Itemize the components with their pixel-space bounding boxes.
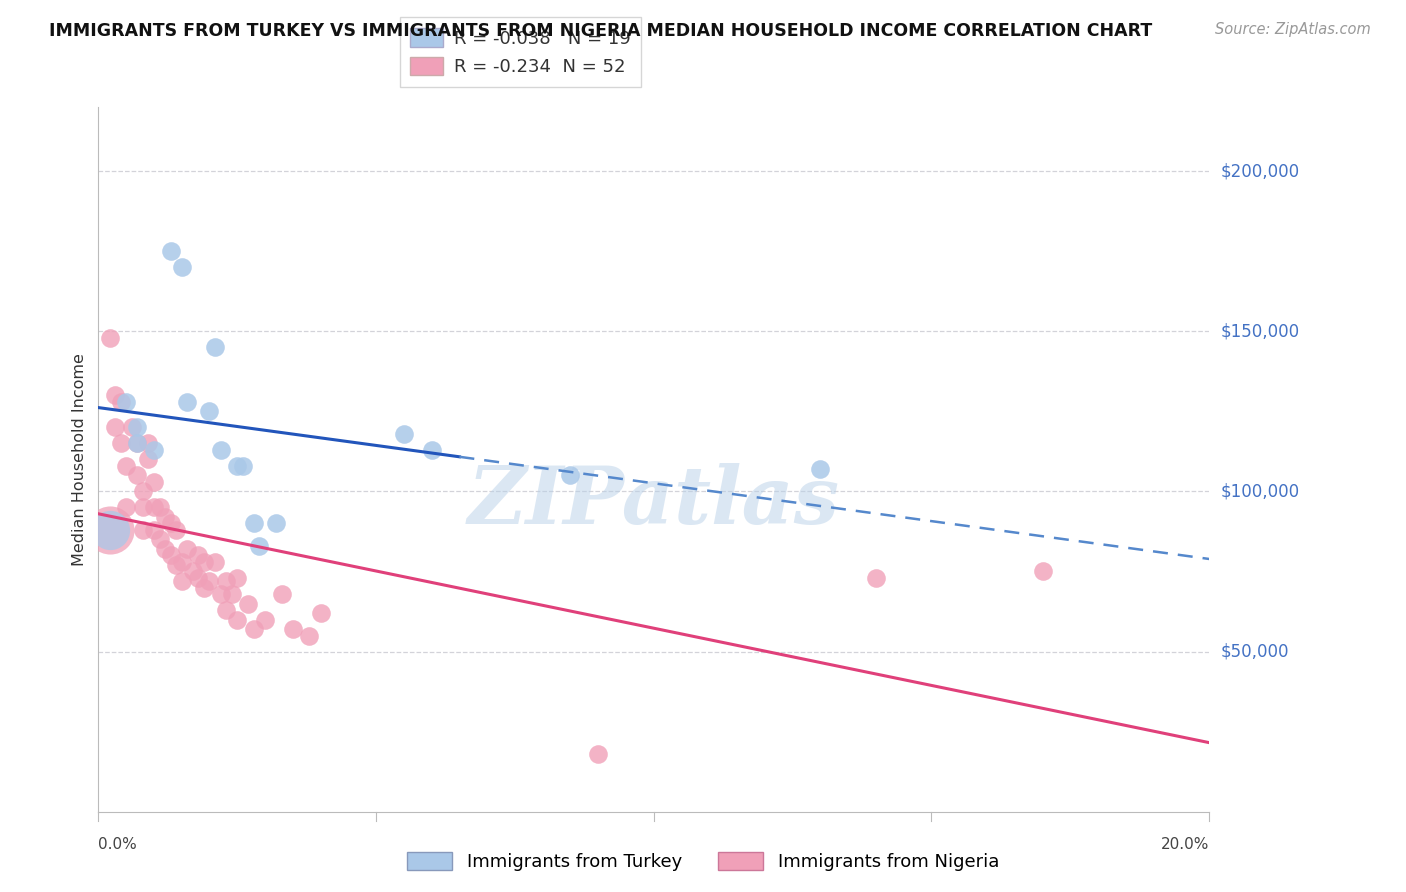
Point (110, 394, 132, 409)
Point (198, 404, 221, 418)
Point (170, 574, 193, 588)
Point (243, 516, 266, 531)
Point (115, 500, 138, 515)
Point (298, 628, 321, 642)
Text: 0.0%: 0.0% (98, 837, 138, 852)
Point (98, 331, 121, 345)
Point (170, 555, 193, 569)
Point (187, 571, 209, 585)
Point (204, 555, 226, 569)
Point (143, 523, 166, 537)
Point (865, 571, 887, 585)
Point (270, 587, 292, 601)
Point (110, 436, 132, 450)
Point (198, 574, 221, 588)
Y-axis label: Median Household Income: Median Household Income (72, 353, 87, 566)
Text: ZIPatlas: ZIPatlas (468, 463, 839, 541)
Point (420, 442, 443, 457)
Point (226, 458, 249, 473)
Point (115, 458, 138, 473)
Point (143, 475, 166, 489)
Point (159, 549, 181, 563)
Point (159, 244, 181, 259)
Point (810, 462, 832, 476)
Point (132, 500, 155, 515)
Point (127, 468, 149, 483)
Point (115, 394, 138, 409)
Point (153, 542, 176, 557)
Point (127, 436, 149, 450)
Point (264, 516, 287, 531)
Point (148, 500, 170, 515)
Point (1032, 565, 1054, 579)
Point (153, 510, 176, 524)
Point (193, 555, 215, 569)
Point (127, 420, 149, 434)
Point (560, 468, 582, 483)
Point (253, 613, 276, 627)
Point (215, 603, 238, 617)
Point (132, 484, 155, 499)
Legend: Immigrants from Turkey, Immigrants from Nigeria: Immigrants from Turkey, Immigrants from … (399, 845, 1007, 879)
Point (176, 542, 198, 557)
Point (148, 533, 170, 547)
Point (170, 260, 193, 275)
Text: Source: ZipAtlas.com: Source: ZipAtlas.com (1215, 22, 1371, 37)
Point (281, 622, 304, 636)
Point (132, 523, 155, 537)
Point (159, 516, 181, 531)
Point (98, 523, 121, 537)
Point (209, 442, 232, 457)
Point (193, 581, 215, 595)
Point (176, 394, 198, 409)
Point (392, 426, 415, 441)
Legend: R = -0.038   N = 19, R = -0.234  N = 52: R = -0.038 N = 19, R = -0.234 N = 52 (399, 18, 641, 87)
Point (138, 436, 160, 450)
Point (238, 597, 260, 611)
Point (309, 606, 332, 620)
Point (98, 523, 121, 537)
Text: IMMIGRANTS FROM TURKEY VS IMMIGRANTS FROM NIGERIA MEDIAN HOUSEHOLD INCOME CORREL: IMMIGRANTS FROM TURKEY VS IMMIGRANTS FRO… (49, 22, 1153, 40)
Point (232, 458, 254, 473)
Text: $200,000: $200,000 (1220, 162, 1299, 180)
Point (143, 500, 166, 515)
Point (226, 571, 249, 585)
Text: $150,000: $150,000 (1220, 322, 1299, 340)
Point (181, 565, 204, 579)
Text: $100,000: $100,000 (1220, 483, 1299, 500)
Point (187, 549, 209, 563)
Point (221, 587, 243, 601)
Text: 20.0%: 20.0% (1161, 837, 1209, 852)
Point (215, 574, 238, 588)
Point (243, 622, 266, 636)
Point (104, 420, 127, 434)
Point (121, 420, 143, 434)
Point (104, 388, 127, 402)
Point (588, 747, 610, 761)
Point (226, 613, 249, 627)
Point (249, 539, 271, 553)
Text: $50,000: $50,000 (1220, 642, 1289, 661)
Point (204, 340, 226, 354)
Point (209, 587, 232, 601)
Point (165, 523, 187, 537)
Point (138, 452, 160, 467)
Point (127, 436, 149, 450)
Point (165, 558, 187, 573)
Point (143, 442, 166, 457)
